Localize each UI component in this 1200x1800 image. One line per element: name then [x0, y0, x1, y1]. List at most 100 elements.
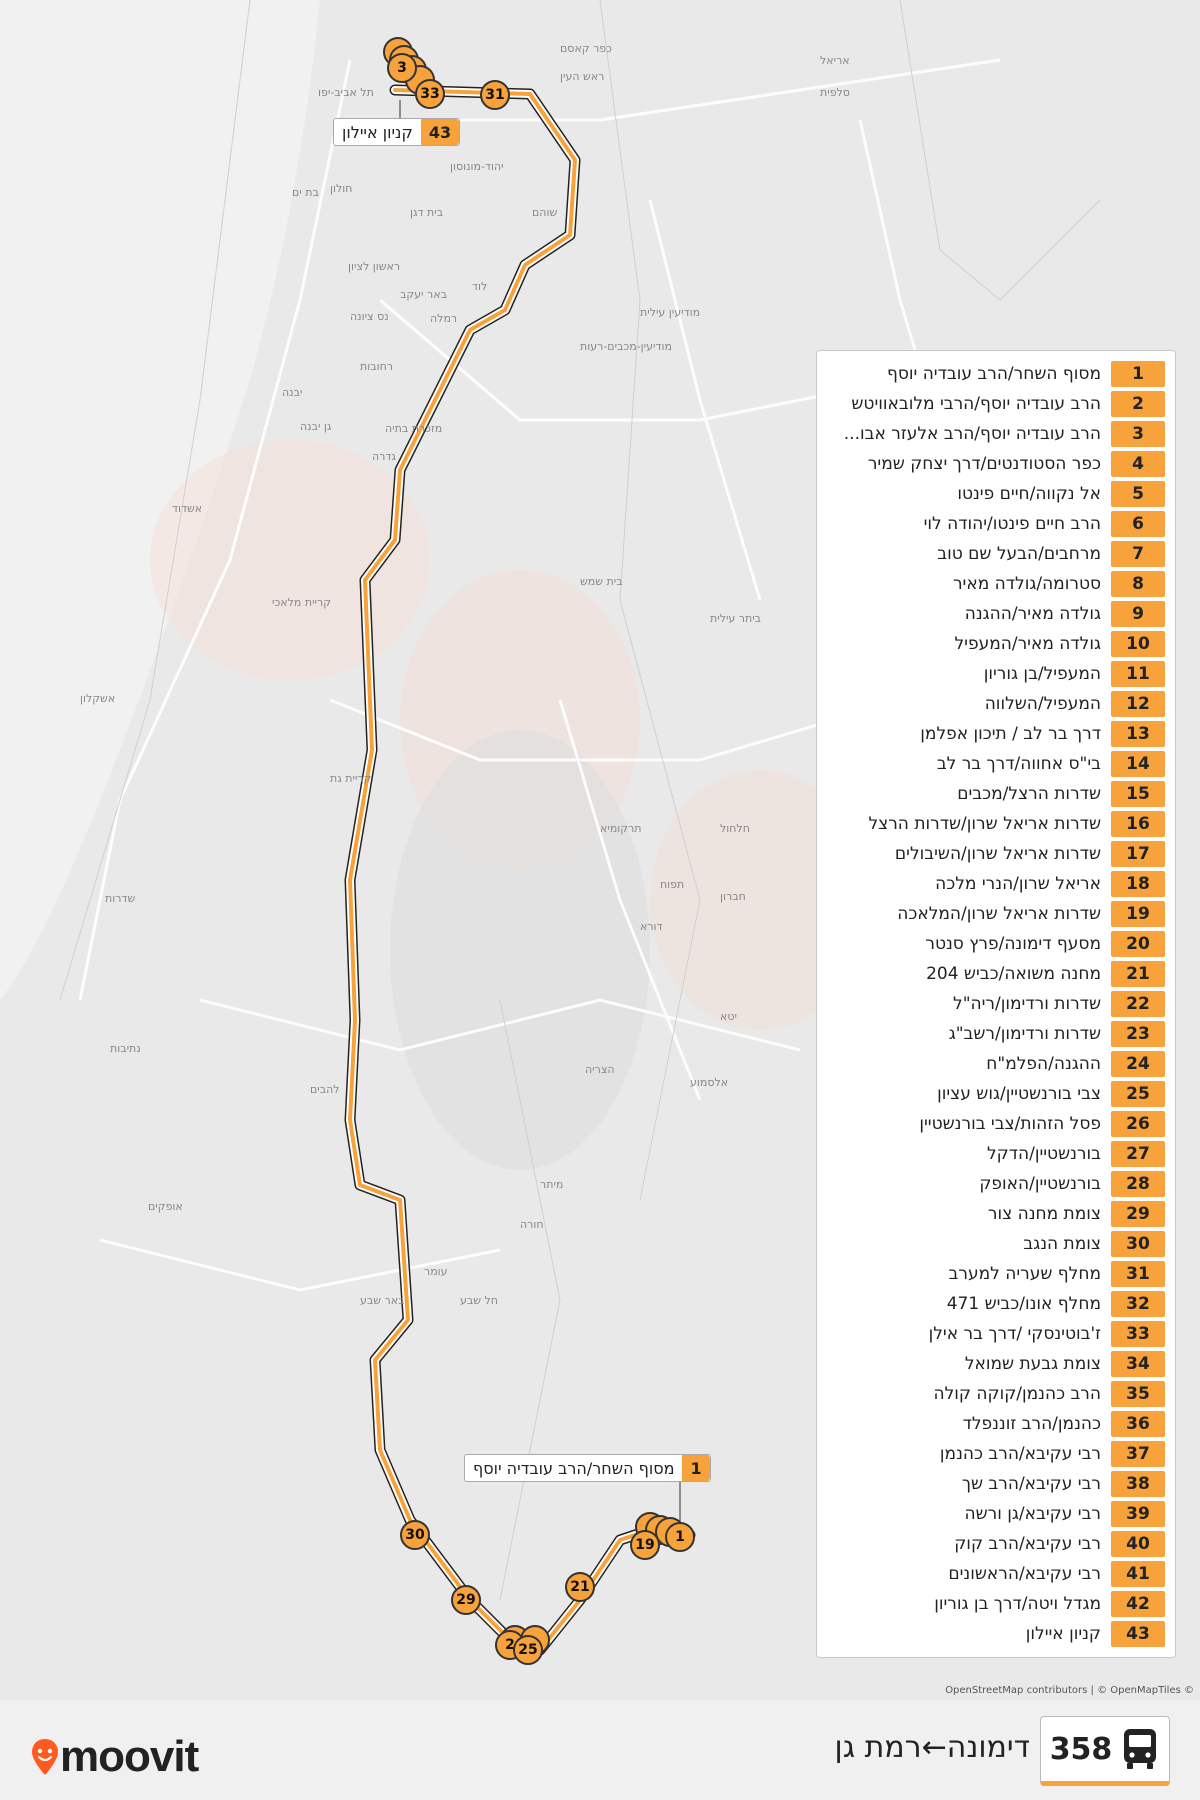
legend-stop-row[interactable]: 6 הרב חיים פינטו/יהודה לוי: [817, 509, 1175, 539]
stop-number: 15: [1111, 781, 1165, 807]
place-label: מזכרת בתיה: [385, 422, 443, 435]
place-label: חולון: [330, 182, 353, 195]
legend-stop-row[interactable]: 41 רבי עקיבא/הראשונים: [817, 1559, 1175, 1589]
stop-name: צומת גבעת שמואל: [964, 1354, 1101, 1374]
legend-stop-row[interactable]: 27 בורנשטיין/הדקל: [817, 1139, 1175, 1169]
place-label: להבים: [310, 1083, 340, 1096]
legend-stop-row[interactable]: 29 צומת מחנה צור: [817, 1199, 1175, 1229]
stop-number: 38: [1111, 1471, 1165, 1497]
legend-stop-row[interactable]: 5 אל נקווה/חיים פינטו: [817, 479, 1175, 509]
place-label: חל שבע: [460, 1294, 498, 1307]
map-attribution[interactable]: OpenStreetMap contributors | © OpenMapTi…: [945, 1685, 1194, 1696]
stop-number: 14: [1111, 751, 1165, 777]
callout-name: מסוף השחר/הרב עובדיה יוסף: [473, 1459, 675, 1478]
stop-number: 27: [1111, 1141, 1165, 1167]
stop-number: 33: [1111, 1321, 1165, 1347]
legend-stop-row[interactable]: 43 קניון איילון: [817, 1619, 1175, 1649]
stop-name: שדרות אריאל שרון/המלאכה: [897, 904, 1101, 924]
place-label: באר שבע: [360, 1294, 405, 1307]
legend-stop-row[interactable]: 30 צומת הנגב: [817, 1229, 1175, 1259]
stop-marker[interactable]: 1: [665, 1522, 695, 1552]
legend-stop-row[interactable]: 24 ההגנה/הפלמ"ח: [817, 1049, 1175, 1079]
legend-stop-row[interactable]: 13 דרך בר לב / תיכון אפלמן: [817, 719, 1175, 749]
stop-number: 25: [1111, 1081, 1165, 1107]
legend-stop-row[interactable]: 33 ז'בוטינסקי /דרך בר אילן: [817, 1319, 1175, 1349]
stop-name: שדרות אריאל שרון/השיבולים: [894, 844, 1101, 864]
legend-stop-row[interactable]: 8 סטרומה/גולדה מאיר: [817, 569, 1175, 599]
legend-stop-row[interactable]: 1 מסוף השחר/הרב עובדיה יוסף: [817, 359, 1175, 389]
legend-stop-row[interactable]: 2 הרב עובדיה יוסף/הרבי מלובאוויטש: [817, 389, 1175, 419]
map[interactable]: כפר קאסם אריאל סלפית תל אביב-יפו ראש העין יהו…: [0, 0, 1200, 1700]
place-label: מיתר: [540, 1178, 564, 1191]
legend-stop-row[interactable]: 36 כהנמן/הרב זוננפלד: [817, 1409, 1175, 1439]
callout-final-stop[interactable]: 43 קניון איילון: [333, 118, 461, 146]
legend-stop-row[interactable]: 3 הרב עובדיה יוסף/הרב אלעזר אבו...: [817, 419, 1175, 449]
legend-stop-row[interactable]: 11 המעפיל/בן גוריון: [817, 659, 1175, 689]
legend-stop-row[interactable]: 20 מסעף דימונה/פרץ סנטר: [817, 929, 1175, 959]
stop-name: כפר הסטודנטים/דרך יצחק שמיר: [867, 454, 1101, 474]
stop-marker[interactable]: 31: [480, 80, 510, 110]
stop-marker[interactable]: 3: [387, 53, 417, 83]
place-label: בת ים: [292, 186, 319, 199]
stop-marker[interactable]: 21: [565, 1572, 595, 1602]
stop-marker[interactable]: 19: [630, 1530, 660, 1560]
legend-stop-row[interactable]: 18 אריאל שרון/הנרי מלכה: [817, 869, 1175, 899]
legend-stop-row[interactable]: 9 גולדה מאיר/ההגנה: [817, 599, 1175, 629]
legend-stop-row[interactable]: 22 שדרות ורדימון/ריה"ל: [817, 989, 1175, 1019]
legend-stop-row[interactable]: 42 מגדל ויטה/דרך בן גוריון: [817, 1589, 1175, 1619]
stop-number: 17: [1111, 841, 1165, 867]
stop-name: המעפיל/השלווה: [984, 694, 1101, 714]
callout-number: 43: [420, 119, 460, 145]
legend-stop-row[interactable]: 37 רבי עקיבא/הרב כהנמן: [817, 1439, 1175, 1469]
legend-stop-row[interactable]: 32 מחלף אונו/כביש 471: [817, 1289, 1175, 1319]
stop-name: דרך בר לב / תיכון אפלמן: [920, 724, 1101, 744]
legend-stop-row[interactable]: 26 פסל הזהות/צבי בורנשטיין: [817, 1109, 1175, 1139]
moovit-logo[interactable]: moovit: [30, 1732, 199, 1782]
stop-marker[interactable]: 29: [451, 1585, 481, 1615]
legend-stop-row[interactable]: 16 שדרות אריאל שרון/שדרות הרצל: [817, 809, 1175, 839]
callout-name: קניון איילון: [342, 123, 413, 142]
place-label: יבנה: [282, 386, 303, 399]
place-label: באר יעקב: [400, 288, 447, 301]
legend-stop-row[interactable]: 12 המעפיל/השלווה: [817, 689, 1175, 719]
place-label: חברון: [720, 890, 746, 903]
legend-stop-row[interactable]: 17 שדרות אריאל שרון/השיבולים: [817, 839, 1175, 869]
legend-stop-row[interactable]: 14 בי"ס אחווה/דרך בר לב: [817, 749, 1175, 779]
stop-marker[interactable]: 33: [415, 79, 445, 109]
legend-stop-row[interactable]: 23 שדרות ורדימון/רשב"ג: [817, 1019, 1175, 1049]
stop-number: 30: [1111, 1231, 1165, 1257]
stop-name: רבי עקיבא/הרב שך: [961, 1474, 1101, 1494]
place-label: רמלה: [430, 312, 458, 325]
stop-number: 43: [1111, 1621, 1165, 1647]
stop-number: 29: [1111, 1201, 1165, 1227]
legend-stop-row[interactable]: 35 הרב כהנמן/קוקה קולה: [817, 1379, 1175, 1409]
stop-marker[interactable]: 30: [400, 1520, 430, 1550]
legend-stop-row[interactable]: 19 שדרות אריאל שרון/המלאכה: [817, 899, 1175, 929]
route-destination: דימונה←רמת גן: [834, 1730, 1030, 1765]
legend-stop-row[interactable]: 4 כפר הסטודנטים/דרך יצחק שמיר: [817, 449, 1175, 479]
legend-stop-row[interactable]: 10 גולדה מאיר/המעפיל: [817, 629, 1175, 659]
legend-stop-row[interactable]: 39 רבי עקיבא/גן ורשה: [817, 1499, 1175, 1529]
place-label: תפוח: [660, 878, 685, 891]
legend-stop-row[interactable]: 21 מחנה משואה/כביש 204: [817, 959, 1175, 989]
legend-stop-row[interactable]: 7 מרחבים/הבעל שם טוב: [817, 539, 1175, 569]
legend-stop-row[interactable]: 25 צבי בורנשטיין/גוש עציון: [817, 1079, 1175, 1109]
stop-number: 41: [1111, 1561, 1165, 1587]
stop-number: 40: [1111, 1531, 1165, 1557]
legend-stop-row[interactable]: 15 שדרות הרצל/מכבים: [817, 779, 1175, 809]
stop-name: הרב חיים פינטו/יהודה לוי: [923, 514, 1101, 534]
stop-name: שדרות ורדימון/רשב"ג: [948, 1024, 1101, 1044]
stop-number: 22: [1111, 991, 1165, 1017]
place-label: תל אביב-יפו: [318, 86, 374, 99]
legend-stop-row[interactable]: 28 בורנשטיין/האופק: [817, 1169, 1175, 1199]
legend-stop-row[interactable]: 38 רבי עקיבא/הרב שך: [817, 1469, 1175, 1499]
stop-number: 35: [1111, 1381, 1165, 1407]
legend-stop-row[interactable]: 34 צומת גבעת שמואל: [817, 1349, 1175, 1379]
legend-stop-row[interactable]: 31 מחלף שעריה למערב: [817, 1259, 1175, 1289]
stop-marker[interactable]: 25: [513, 1635, 543, 1665]
callout-first-stop[interactable]: 1 מסוף השחר/הרב עובדיה יוסף: [464, 1454, 711, 1482]
stop-number: 21: [1111, 961, 1165, 987]
legend-stop-row[interactable]: 40 רבי עקיבא/הרב קוק: [817, 1529, 1175, 1559]
stop-name: גולדה מאיר/המעפיל: [954, 634, 1101, 654]
stop-number: 5: [1111, 481, 1165, 507]
